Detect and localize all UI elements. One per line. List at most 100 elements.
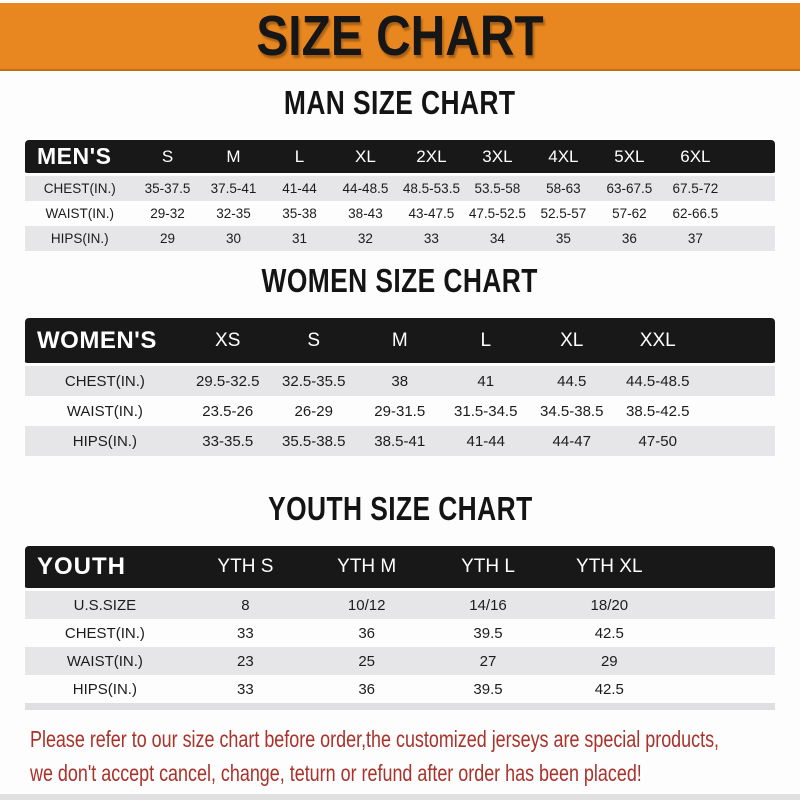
- youth-column-header-yth-xl: YTH XL: [548, 546, 670, 591]
- size-value-cell: 35: [530, 226, 597, 251]
- size-value-cell: 38-43: [348, 206, 383, 221]
- youth-row-chest-in.: CHEST(IN.) 33 36 39.5 42.5: [25, 619, 775, 647]
- size-value-cell: 30: [200, 226, 267, 251]
- size-value-cell: 41: [442, 366, 529, 396]
- size-value-cell: 53.5-58: [464, 176, 531, 201]
- men-row-chest-in.: CHEST(IN.) 35-37.5 37.5-41 41-44 44-48.5 48.5…: [25, 176, 775, 201]
- size-value-cell: 36: [358, 680, 376, 698]
- row-spacer: [728, 226, 775, 251]
- men-header-row: MEN'S S M L XL 2XL 3XL 4XL 5XL 6XL: [25, 140, 775, 176]
- size-value-cell: 31: [266, 226, 333, 251]
- row-spacer: [728, 176, 775, 201]
- size-value-cell: 34: [464, 226, 531, 251]
- youth-row-u.s.size: U.S.SIZE 8 10/12 14/16 18/20: [25, 591, 775, 619]
- row-label: CHEST(IN.): [25, 366, 185, 396]
- women-header-spacer: [700, 318, 775, 366]
- men-header-spacer: [728, 140, 775, 176]
- footer-line-2: we don't accept cancel, change, teturn o…: [30, 760, 642, 786]
- size-value-cell: 33: [398, 226, 465, 251]
- size-value-cell: 67.5-72: [662, 176, 729, 201]
- size-value-cell: 39.5: [473, 624, 503, 642]
- size-value-cell: 29-32: [150, 206, 185, 221]
- row-label: HIPS(IN.): [25, 426, 185, 456]
- size-value-cell: 33-35.5: [184, 426, 271, 456]
- size-value-cell: 47-50: [614, 426, 701, 456]
- men-row-waist-in.: WAIST(IN.) 29-32 32-35 35-38 38-43 43-47.5 47.…: [25, 201, 775, 226]
- youth-column-header-yth-s: YTH S: [184, 546, 307, 591]
- size-value-cell: 25: [306, 647, 428, 675]
- size-value-cell: 31.5-34.5: [454, 402, 518, 420]
- women-column-header-xxl: XXL: [614, 318, 701, 366]
- size-value-cell: 35-38: [282, 206, 317, 221]
- size-value-cell: 43-47.5: [408, 206, 455, 221]
- size-value-cell: 44.5-48.5: [614, 366, 701, 396]
- size-value-cell: 41-44: [442, 426, 529, 456]
- men-column-header-s: S: [134, 140, 201, 176]
- size-value-cell: 27: [427, 647, 549, 675]
- women-row-hips-in.: HIPS(IN.) 33-35.5 35.5-38.5 38.5-41 41-44 44-…: [25, 426, 775, 456]
- row-label: WAIST(IN.): [25, 647, 185, 675]
- row-spacer: [700, 426, 775, 456]
- men-column-header-6xl: 6XL: [662, 140, 729, 176]
- women-column-header-s: S: [270, 318, 357, 366]
- size-value-cell: 26-29: [294, 402, 333, 420]
- row-label: HIPS(IN.): [25, 226, 135, 251]
- size-value-cell: 42.5: [594, 680, 624, 698]
- size-value-cell: 38.5-41: [356, 426, 443, 456]
- women-corner-label: WOMEN'S: [25, 318, 185, 366]
- footer-note: Please refer to our size chart before or…: [30, 722, 794, 790]
- size-value-cell: 33: [237, 680, 254, 698]
- size-value-cell: 57-62: [612, 206, 647, 221]
- size-value-cell: 10/12: [306, 591, 428, 619]
- size-value-cell: 29-31.5: [374, 402, 426, 420]
- size-value-cell: 48.5-53.5: [398, 176, 465, 201]
- men-column-header-l: L: [266, 140, 333, 176]
- men-section-title: MAN SIZE CHART: [0, 84, 800, 121]
- size-value-cell: 47.5-52.5: [468, 206, 526, 221]
- youth-column-header-yth-l: YTH L: [427, 546, 549, 591]
- size-value-cell: 29.5-32.5: [184, 366, 271, 396]
- row-label: CHEST(IN.): [25, 176, 135, 201]
- women-header-row: WOMEN'S XS S M L XL XXL: [25, 318, 775, 366]
- row-spacer: [669, 591, 775, 619]
- banner-title: SIZE CHART: [256, 3, 544, 68]
- size-value-cell: 29: [548, 647, 670, 675]
- men-size-table: MEN'S S M L XL 2XL 3XL 4XL 5XL 6XL CHEST(IN.) 35-37…: [25, 140, 775, 251]
- youth-row-hips-in.: HIPS(IN.) 33 36 39.5 42.5: [25, 675, 775, 703]
- size-value-cell: 8: [184, 591, 307, 619]
- women-size-table: WOMEN'S XS S M L XL XXL CHEST(IN.) 29.5-32.5 32.5…: [25, 318, 775, 456]
- youth-section-title: YOUTH SIZE CHART: [0, 490, 800, 527]
- row-spacer: [670, 675, 775, 703]
- row-label: CHEST(IN.): [64, 624, 145, 642]
- men-column-header-m: M: [200, 140, 267, 176]
- size-value-cell: 35.5-38.5: [270, 426, 357, 456]
- banner: SIZE CHART: [0, 3, 800, 71]
- men-column-header-xl: XL: [332, 140, 399, 176]
- women-column-header-xs: XS: [184, 318, 271, 366]
- size-value-cell: 23.5-26: [202, 402, 254, 420]
- youth-header-spacer: [669, 546, 775, 591]
- size-value-cell: 36: [358, 624, 376, 642]
- row-label: WAIST(IN.): [45, 206, 115, 221]
- size-value-cell: 34.5-38.5: [540, 402, 604, 420]
- youth-row-waist-in.: WAIST(IN.) 23 25 27 29: [25, 647, 775, 675]
- women-row-waist-in.: WAIST(IN.) 23.5-26 26-29 29-31.5 31.5-34.5 34…: [25, 396, 775, 426]
- men-section-title-text: MAN SIZE CHART: [284, 84, 516, 121]
- row-label: HIPS(IN.): [72, 680, 137, 698]
- women-row-chest-in.: CHEST(IN.) 29.5-32.5 32.5-35.5 38 41 44.5 44.5…: [25, 366, 775, 396]
- size-value-cell: 33: [237, 624, 254, 642]
- row-spacer: [669, 647, 775, 675]
- size-value-cell: 29: [134, 226, 201, 251]
- row-spacer: [701, 396, 775, 426]
- size-value-cell: 37: [662, 226, 729, 251]
- size-value-cell: 58-63: [530, 176, 597, 201]
- women-column-header-m: M: [356, 318, 443, 366]
- size-value-cell: 37.5-41: [200, 176, 267, 201]
- men-column-header-4xl: 4XL: [530, 140, 597, 176]
- women-column-header-xl: XL: [528, 318, 615, 366]
- women-section-title-text: WOMEN SIZE CHART: [261, 262, 539, 299]
- size-value-cell: 44-48.5: [332, 176, 399, 201]
- size-value-cell: 14/16: [427, 591, 549, 619]
- size-value-cell: 35-37.5: [134, 176, 201, 201]
- women-column-header-l: L: [442, 318, 529, 366]
